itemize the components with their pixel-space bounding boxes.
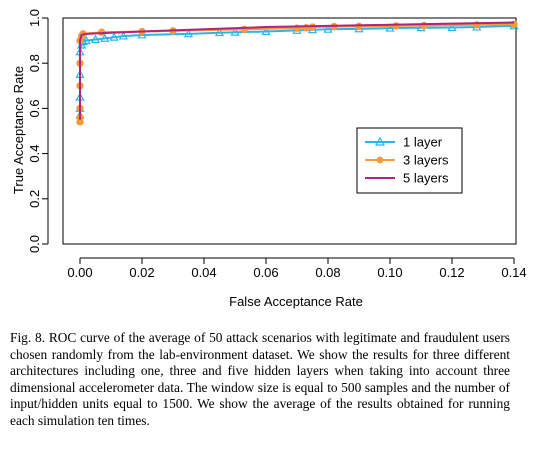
series-line	[79, 23, 515, 122]
x-tick-label: 0.10	[377, 265, 402, 280]
data-point	[447, 22, 457, 31]
y-tick-label: 0.6	[27, 99, 42, 117]
legend-marker	[374, 136, 386, 146]
data-point	[214, 27, 225, 37]
data-point	[385, 23, 395, 32]
figure-caption: Fig. 8. ROC curve of the average of 50 a…	[10, 330, 510, 428]
y-tick-label: 0.0	[27, 235, 42, 253]
series-layer	[75, 20, 519, 126]
series-line	[79, 24, 515, 116]
x-axis: 0.00 0.02 0.04 0.06 0.08 0.10 0.12 0.14	[67, 257, 527, 280]
y-tick-label: 1.0	[27, 9, 42, 27]
y-tick-label: 0.4	[27, 145, 42, 163]
legend-label: 1 layer	[403, 135, 443, 150]
x-tick-label: 0.06	[253, 265, 278, 280]
legend-item-1-layer: 1 layer	[365, 135, 443, 150]
data-point	[81, 35, 91, 45]
x-tick-label: 0.00	[67, 265, 92, 280]
data-point	[230, 27, 240, 36]
data-point	[118, 31, 129, 40]
x-tick-label: 0.02	[129, 265, 154, 280]
legend-label: 3 layers	[403, 153, 449, 168]
series-1-layer	[75, 21, 519, 119]
x-tick-label: 0.12	[439, 265, 464, 280]
series-3-layers	[76, 20, 518, 126]
legend-label: 5 layers	[403, 171, 449, 186]
x-axis-label: False Acceptance Rate	[229, 294, 363, 309]
chart-svg: 0.00 0.02 0.04 0.06 0.08 0.10 0.12 0.14 0.00.20…	[11, 9, 527, 309]
plot-area	[62, 17, 517, 245]
x-tick-label: 0.08	[315, 265, 340, 280]
legend-item-3-layers: 3 layers	[365, 153, 449, 168]
data-point	[183, 28, 194, 38]
data-point	[100, 33, 110, 42]
legend-marker	[376, 156, 384, 164]
data-point	[109, 32, 119, 41]
y-axis-label: True Acceptance Rate	[11, 66, 26, 194]
data-point	[323, 24, 333, 33]
y-axis: 0.0 0.2 0.4 0.6 0.8 1.0	[27, 9, 49, 253]
series-line	[79, 21, 515, 120]
legend-item-5-layers: 5 layers	[365, 171, 449, 186]
x-tick-label: 0.14	[501, 265, 526, 280]
data-point	[90, 34, 101, 43]
x-tick-label: 0.04	[191, 265, 216, 280]
y-tick-label: 0.8	[27, 54, 42, 72]
series-5-layers	[79, 21, 515, 120]
y-tick-label: 0.2	[27, 190, 42, 208]
roc-chart: 0.00 0.02 0.04 0.06 0.08 0.10 0.12 0.14 0.0 0.2 0…	[11, 9, 527, 309]
legend: 1 layer 3 layers 5 layers	[356, 127, 463, 194]
data-point	[261, 26, 271, 36]
plot-frame	[62, 17, 517, 245]
